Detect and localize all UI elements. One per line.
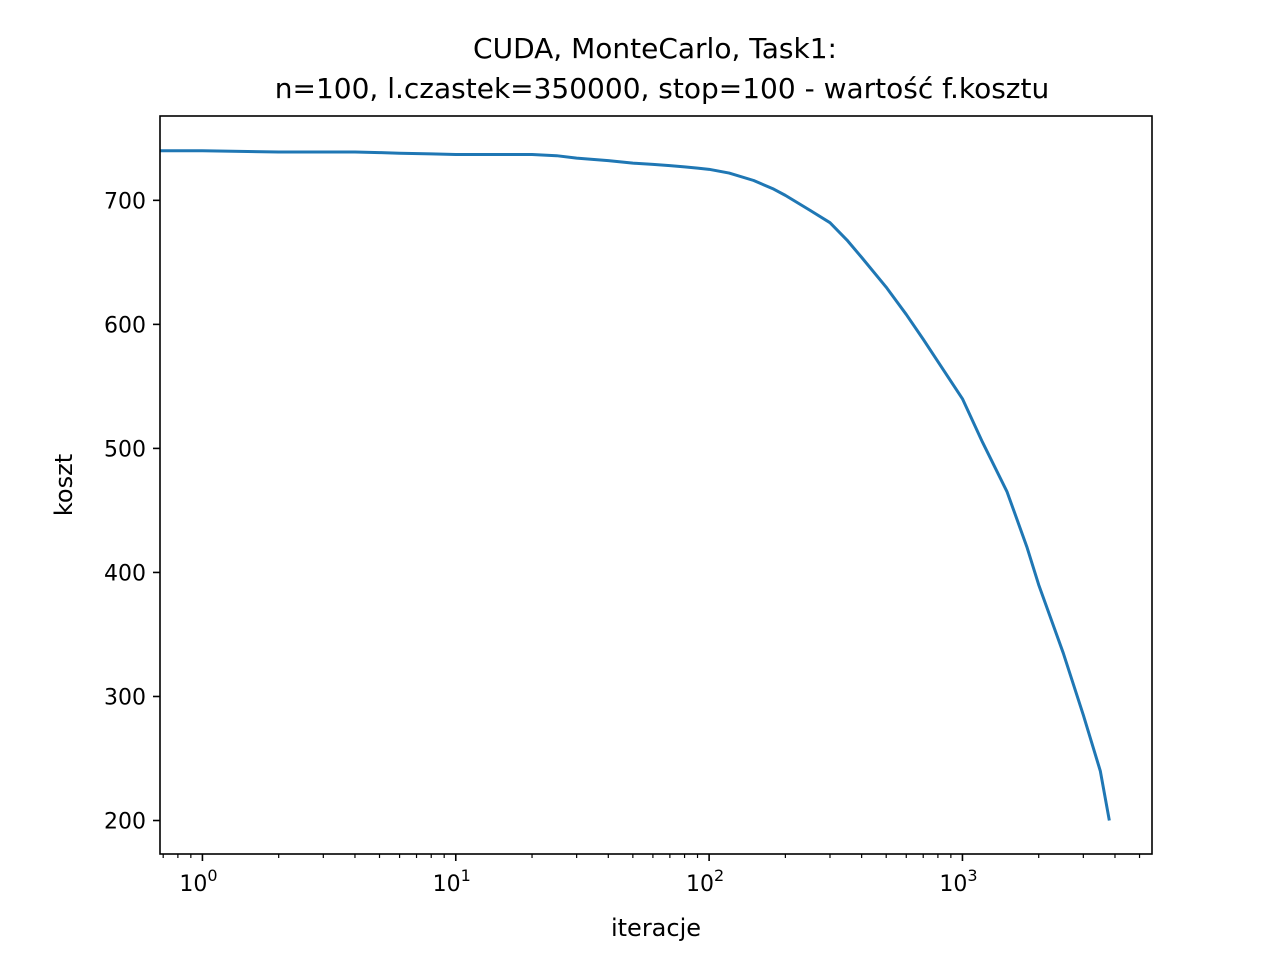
- y-tick-label: 500: [104, 437, 146, 462]
- y-tick-label: 700: [104, 189, 146, 214]
- y-tick-label: 200: [104, 810, 146, 835]
- plot-area: [160, 149, 1111, 821]
- series-line-0: [160, 149, 1111, 821]
- axes-frame: [159, 115, 1153, 855]
- chart-title-line1: CUDA, MonteCarlo, Task1:: [473, 32, 837, 65]
- x-axis-label: iteracje: [611, 914, 701, 942]
- y-tick-label: 300: [104, 685, 146, 710]
- y-tick-label: 400: [104, 561, 146, 586]
- chart-title-line2: n=100, l.czastek=350000, stop=100 - wart…: [275, 72, 1049, 105]
- y-axis-label: koszt: [50, 454, 78, 516]
- y-tick-label: 600: [104, 313, 146, 338]
